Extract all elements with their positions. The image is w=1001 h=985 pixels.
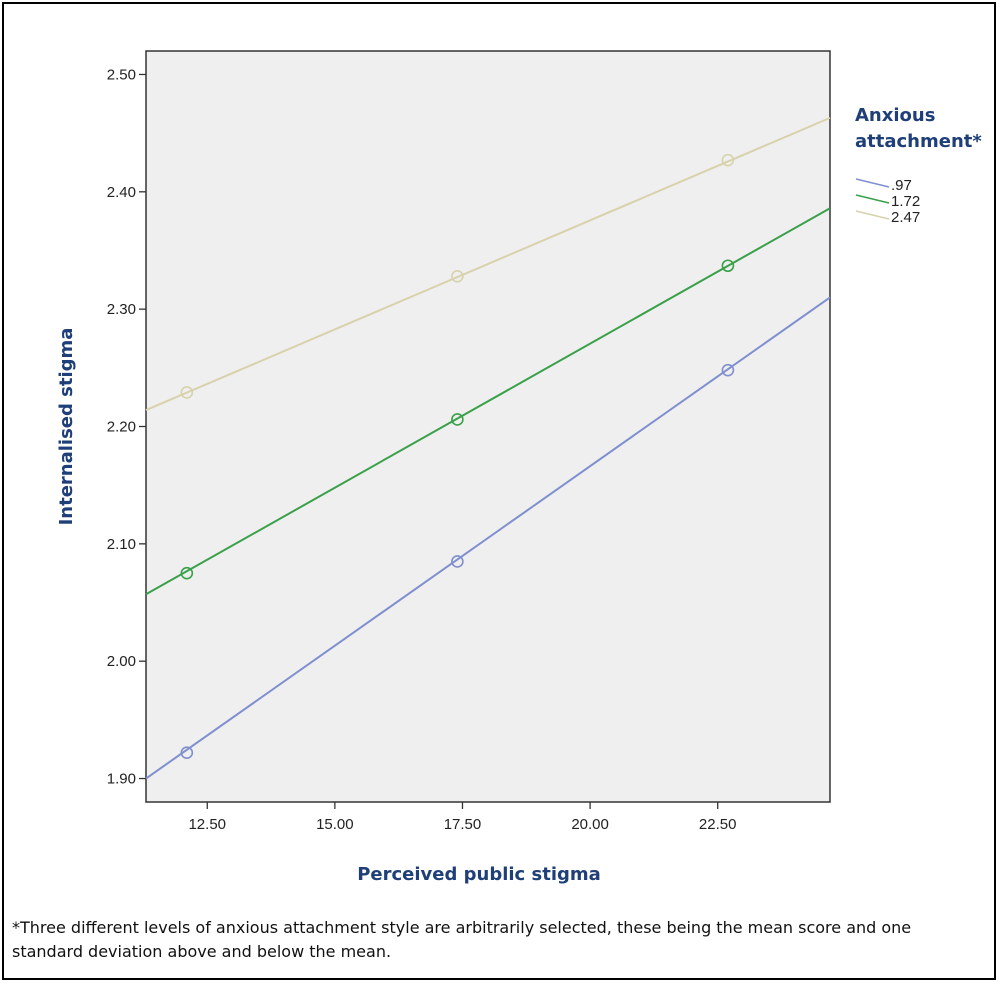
series-1-point	[451, 555, 464, 568]
legend-swatch-1	[855, 178, 890, 188]
y-axis-title: Internalised stigma	[56, 328, 77, 526]
series-2-point	[721, 259, 735, 273]
legend-title-line-1: Anxious	[855, 105, 935, 126]
series-3-point	[451, 269, 464, 283]
x-tick-label: 15.00	[316, 816, 354, 833]
y-tick-label: 1.90	[107, 771, 136, 788]
x-tick-label: 12.50	[188, 816, 226, 833]
legend-title-line-2: attachment*	[855, 131, 982, 152]
x-axis: 12.50 15.00 17.50 20.00 22.50	[188, 802, 736, 833]
y-tick-label: 2.20	[107, 419, 136, 436]
interaction-chart: 1.902.002.102.202.302.402.50 12.50 15.00 1…	[56, 50, 982, 885]
series-1-point	[721, 363, 735, 377]
x-axis-title: Perceived public stigma	[357, 864, 601, 885]
series-line-1	[145, 296, 831, 780]
series-2-point	[451, 413, 464, 426]
x-tick-label: 22.50	[699, 816, 737, 833]
series-line-3	[145, 116, 831, 411]
legend: Anxious attachment* .971.722.47	[855, 105, 982, 226]
series-line-2	[145, 207, 831, 596]
series-1-point	[180, 746, 194, 760]
legend-swatch-3	[855, 210, 890, 220]
y-tick-label: 2.10	[107, 536, 136, 553]
series-3-point	[721, 153, 735, 167]
y-tick-label: 2.50	[107, 66, 136, 83]
legend-label-3: 2.47	[891, 209, 920, 226]
y-axis: 1.90 2.00 2.10 2.20 2.30 2.40 2.50	[107, 66, 146, 788]
y-tick-label: 2.30	[107, 301, 136, 318]
legend-label-1: .97	[891, 177, 912, 194]
x-tick-label: 20.00	[571, 816, 609, 833]
legend-swatch-2	[855, 194, 890, 204]
y-tick-label: 2.00	[107, 653, 136, 670]
x-tick-label: 17.50	[444, 816, 482, 833]
series-3-point	[180, 386, 194, 399]
footnote: *Three different levels of anxious attac…	[12, 918, 912, 961]
series-2-point	[180, 566, 194, 580]
y-tick-label: 2.40	[107, 184, 136, 201]
plot-area	[145, 50, 831, 803]
legend-label-2: 1.72	[891, 193, 920, 210]
series-layer	[145, 116, 831, 780]
